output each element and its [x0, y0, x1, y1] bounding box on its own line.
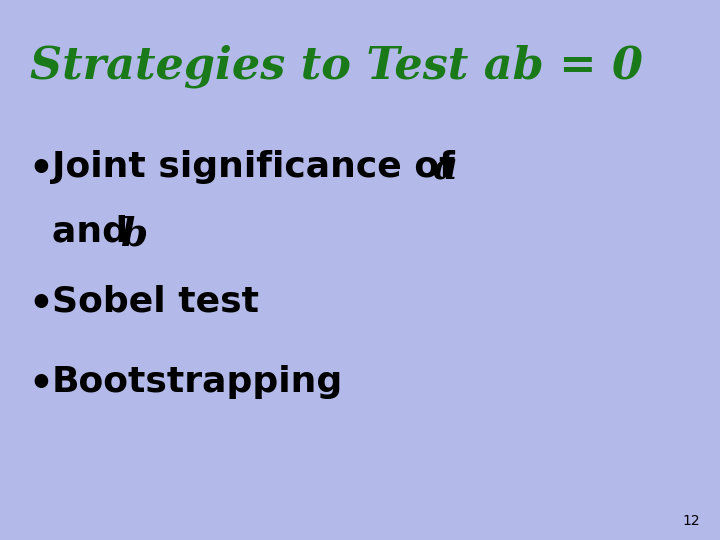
Text: and: and	[52, 215, 140, 249]
Text: Bootstrapping: Bootstrapping	[52, 365, 343, 399]
Text: 12: 12	[683, 514, 700, 528]
Text: •: •	[28, 365, 53, 403]
Text: Joint significance of: Joint significance of	[52, 150, 467, 184]
Text: Strategies to Test ab = 0: Strategies to Test ab = 0	[30, 45, 643, 89]
Text: Sobel test: Sobel test	[52, 285, 259, 319]
Text: •: •	[28, 150, 53, 188]
Text: •: •	[28, 285, 53, 323]
Text: b: b	[120, 215, 147, 253]
Text: a: a	[432, 150, 457, 188]
